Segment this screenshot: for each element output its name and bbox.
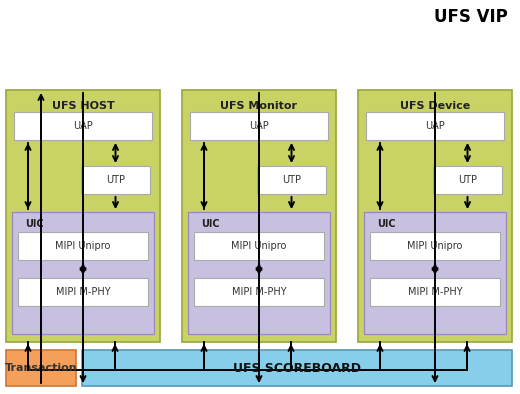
Bar	[364, 212, 506, 334]
Bar	[194, 232, 324, 260]
Text: MIPI M-PHY: MIPI M-PHY	[56, 287, 110, 297]
Bar	[6, 90, 160, 342]
Text: UFS SCOREBOARD: UFS SCOREBOARD	[233, 362, 361, 375]
Text: UFS HOST: UFS HOST	[51, 101, 114, 111]
Bar	[12, 212, 154, 334]
Text: MIPI Unipro: MIPI Unipro	[231, 241, 287, 251]
Text: MIPI M-PHY: MIPI M-PHY	[408, 287, 462, 297]
Text: UIC: UIC	[376, 219, 395, 229]
Text: Transaction: Transaction	[5, 363, 77, 373]
Text: UIC: UIC	[24, 219, 43, 229]
Text: MIPI M-PHY: MIPI M-PHY	[232, 287, 287, 297]
Bar	[188, 212, 330, 334]
Text: UAP: UAP	[73, 121, 93, 131]
Bar	[358, 90, 512, 342]
Text: MIPI Unipro: MIPI Unipro	[407, 241, 463, 251]
Text: UIC: UIC	[201, 219, 219, 229]
Bar	[370, 232, 500, 260]
Text: UFS VIP: UFS VIP	[434, 8, 508, 26]
Text: UAP: UAP	[249, 121, 269, 131]
Bar	[182, 90, 336, 342]
Bar	[14, 112, 152, 140]
Text: MIPI Unipro: MIPI Unipro	[55, 241, 111, 251]
Text: UTP: UTP	[282, 175, 301, 185]
Text: UAP: UAP	[425, 121, 445, 131]
Bar	[81, 166, 150, 194]
Bar	[370, 278, 500, 306]
Text: UTP: UTP	[106, 175, 125, 185]
Bar	[433, 166, 502, 194]
Bar	[18, 232, 148, 260]
Bar	[366, 112, 504, 140]
Bar	[194, 278, 324, 306]
Text: UFS Device: UFS Device	[400, 101, 470, 111]
Bar	[6, 350, 76, 386]
Bar	[257, 166, 326, 194]
Bar	[190, 112, 328, 140]
Bar	[82, 350, 512, 386]
Text: UTP: UTP	[458, 175, 477, 185]
Bar	[18, 278, 148, 306]
Text: UFS Monitor: UFS Monitor	[220, 101, 297, 111]
